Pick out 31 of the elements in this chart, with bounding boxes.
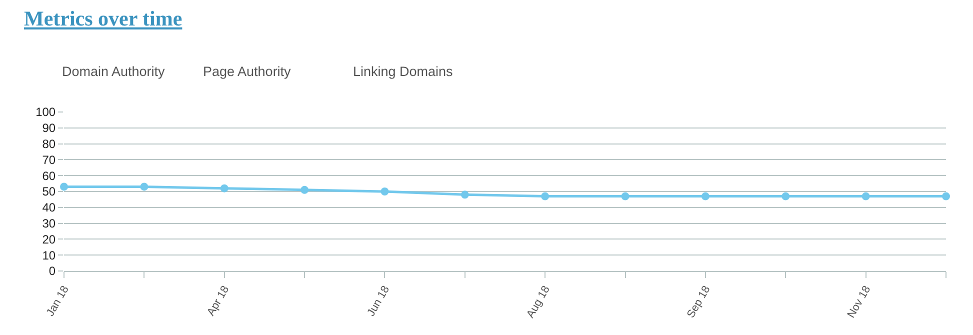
y-tick-label: 40 xyxy=(42,200,56,215)
text: Linking Domains xyxy=(353,64,454,79)
point xyxy=(460,190,469,199)
x-tick-label: Jun 18 xyxy=(365,284,392,319)
y-tick-label: 50 xyxy=(42,184,56,199)
y-tick-label: 60 xyxy=(42,168,56,183)
text: Domain Authority xyxy=(62,64,166,79)
point xyxy=(942,192,950,200)
point xyxy=(140,182,148,191)
chart-title: Metrics over time xyxy=(24,6,182,30)
point xyxy=(380,188,389,196)
point xyxy=(60,182,68,191)
y-tick-label: 10 xyxy=(42,248,56,262)
point xyxy=(621,192,630,200)
text: Page Authority xyxy=(203,64,292,79)
point xyxy=(300,186,309,194)
x-tick-label: Sep 18 xyxy=(684,284,713,320)
y-tick-label: 70 xyxy=(42,152,56,167)
x-tick-label: Jan 18 xyxy=(44,284,72,319)
point xyxy=(220,184,228,192)
point xyxy=(541,192,550,200)
y-tick-label: 30 xyxy=(42,216,56,230)
point xyxy=(862,192,870,200)
point xyxy=(701,192,710,200)
point xyxy=(782,192,790,200)
y-tick-label: 100 xyxy=(36,105,56,120)
y-tick-label: 20 xyxy=(42,232,56,246)
y-tick-label: 80 xyxy=(42,137,56,151)
y-tick-label: 90 xyxy=(42,121,56,136)
x-tick-label: Apr 18 xyxy=(205,284,232,318)
y-tick-label: 0 xyxy=(48,264,56,278)
